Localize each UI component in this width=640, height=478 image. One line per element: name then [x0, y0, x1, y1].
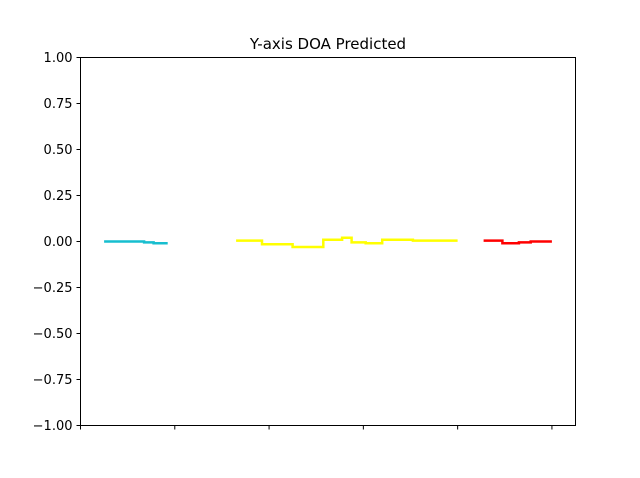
y-tick-label: −1.00: [33, 419, 73, 434]
series-line-1: [104, 240, 168, 245]
y-tick-label: 0.50: [44, 143, 73, 158]
series-line-3: [483, 239, 552, 245]
y-tick-label: 0.25: [44, 189, 73, 204]
y-axis: 1.00 0.75 0.50 0.25 0.00 −0.25 −0.50 −0.75 −1.00: [33, 51, 81, 434]
series-line-2: [236, 236, 458, 249]
y-tick-label: −0.75: [33, 373, 73, 388]
plot-frame: [80, 57, 576, 426]
y-tick-label: −0.50: [33, 327, 73, 342]
series-layer: [104, 236, 552, 249]
x-axis: [80, 425, 553, 430]
y-tick-label: −0.25: [33, 281, 73, 296]
y-tick-label: 1.00: [44, 51, 73, 66]
y-tick-label: 0.75: [44, 97, 73, 112]
y-tick-label: 0.00: [44, 235, 73, 250]
chart-title: Y-axis DOA Predicted: [249, 35, 406, 53]
